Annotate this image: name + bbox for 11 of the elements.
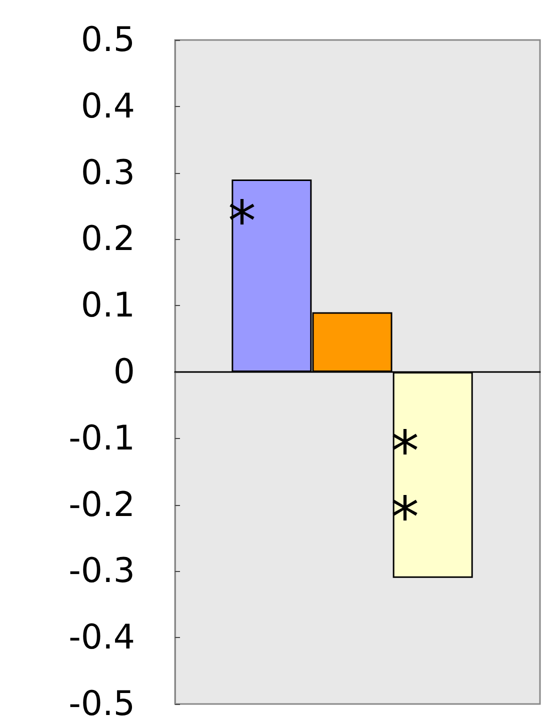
y-tick-label: -0.4 (68, 618, 135, 658)
y-tick-label: 0.1 (80, 286, 135, 326)
y-tick-label: 0.2 (80, 219, 135, 260)
y-tick-label: -0.1 (68, 418, 135, 458)
y-tick-label: -0.2 (68, 484, 135, 525)
y-tick-label: 0.3 (80, 152, 135, 193)
y-tick-label: 0.5 (80, 20, 135, 60)
y-tick-label: 0 (113, 352, 135, 392)
y-tick-label: -0.3 (68, 551, 135, 592)
y-tick-label: 0.4 (80, 86, 135, 126)
y-tick-label: -0.5 (68, 684, 135, 721)
